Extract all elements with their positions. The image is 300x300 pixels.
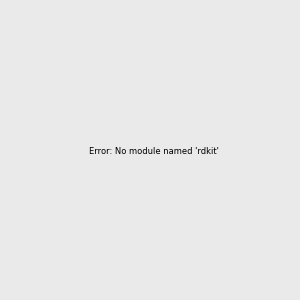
Text: Error: No module named 'rdkit': Error: No module named 'rdkit' <box>89 147 219 156</box>
